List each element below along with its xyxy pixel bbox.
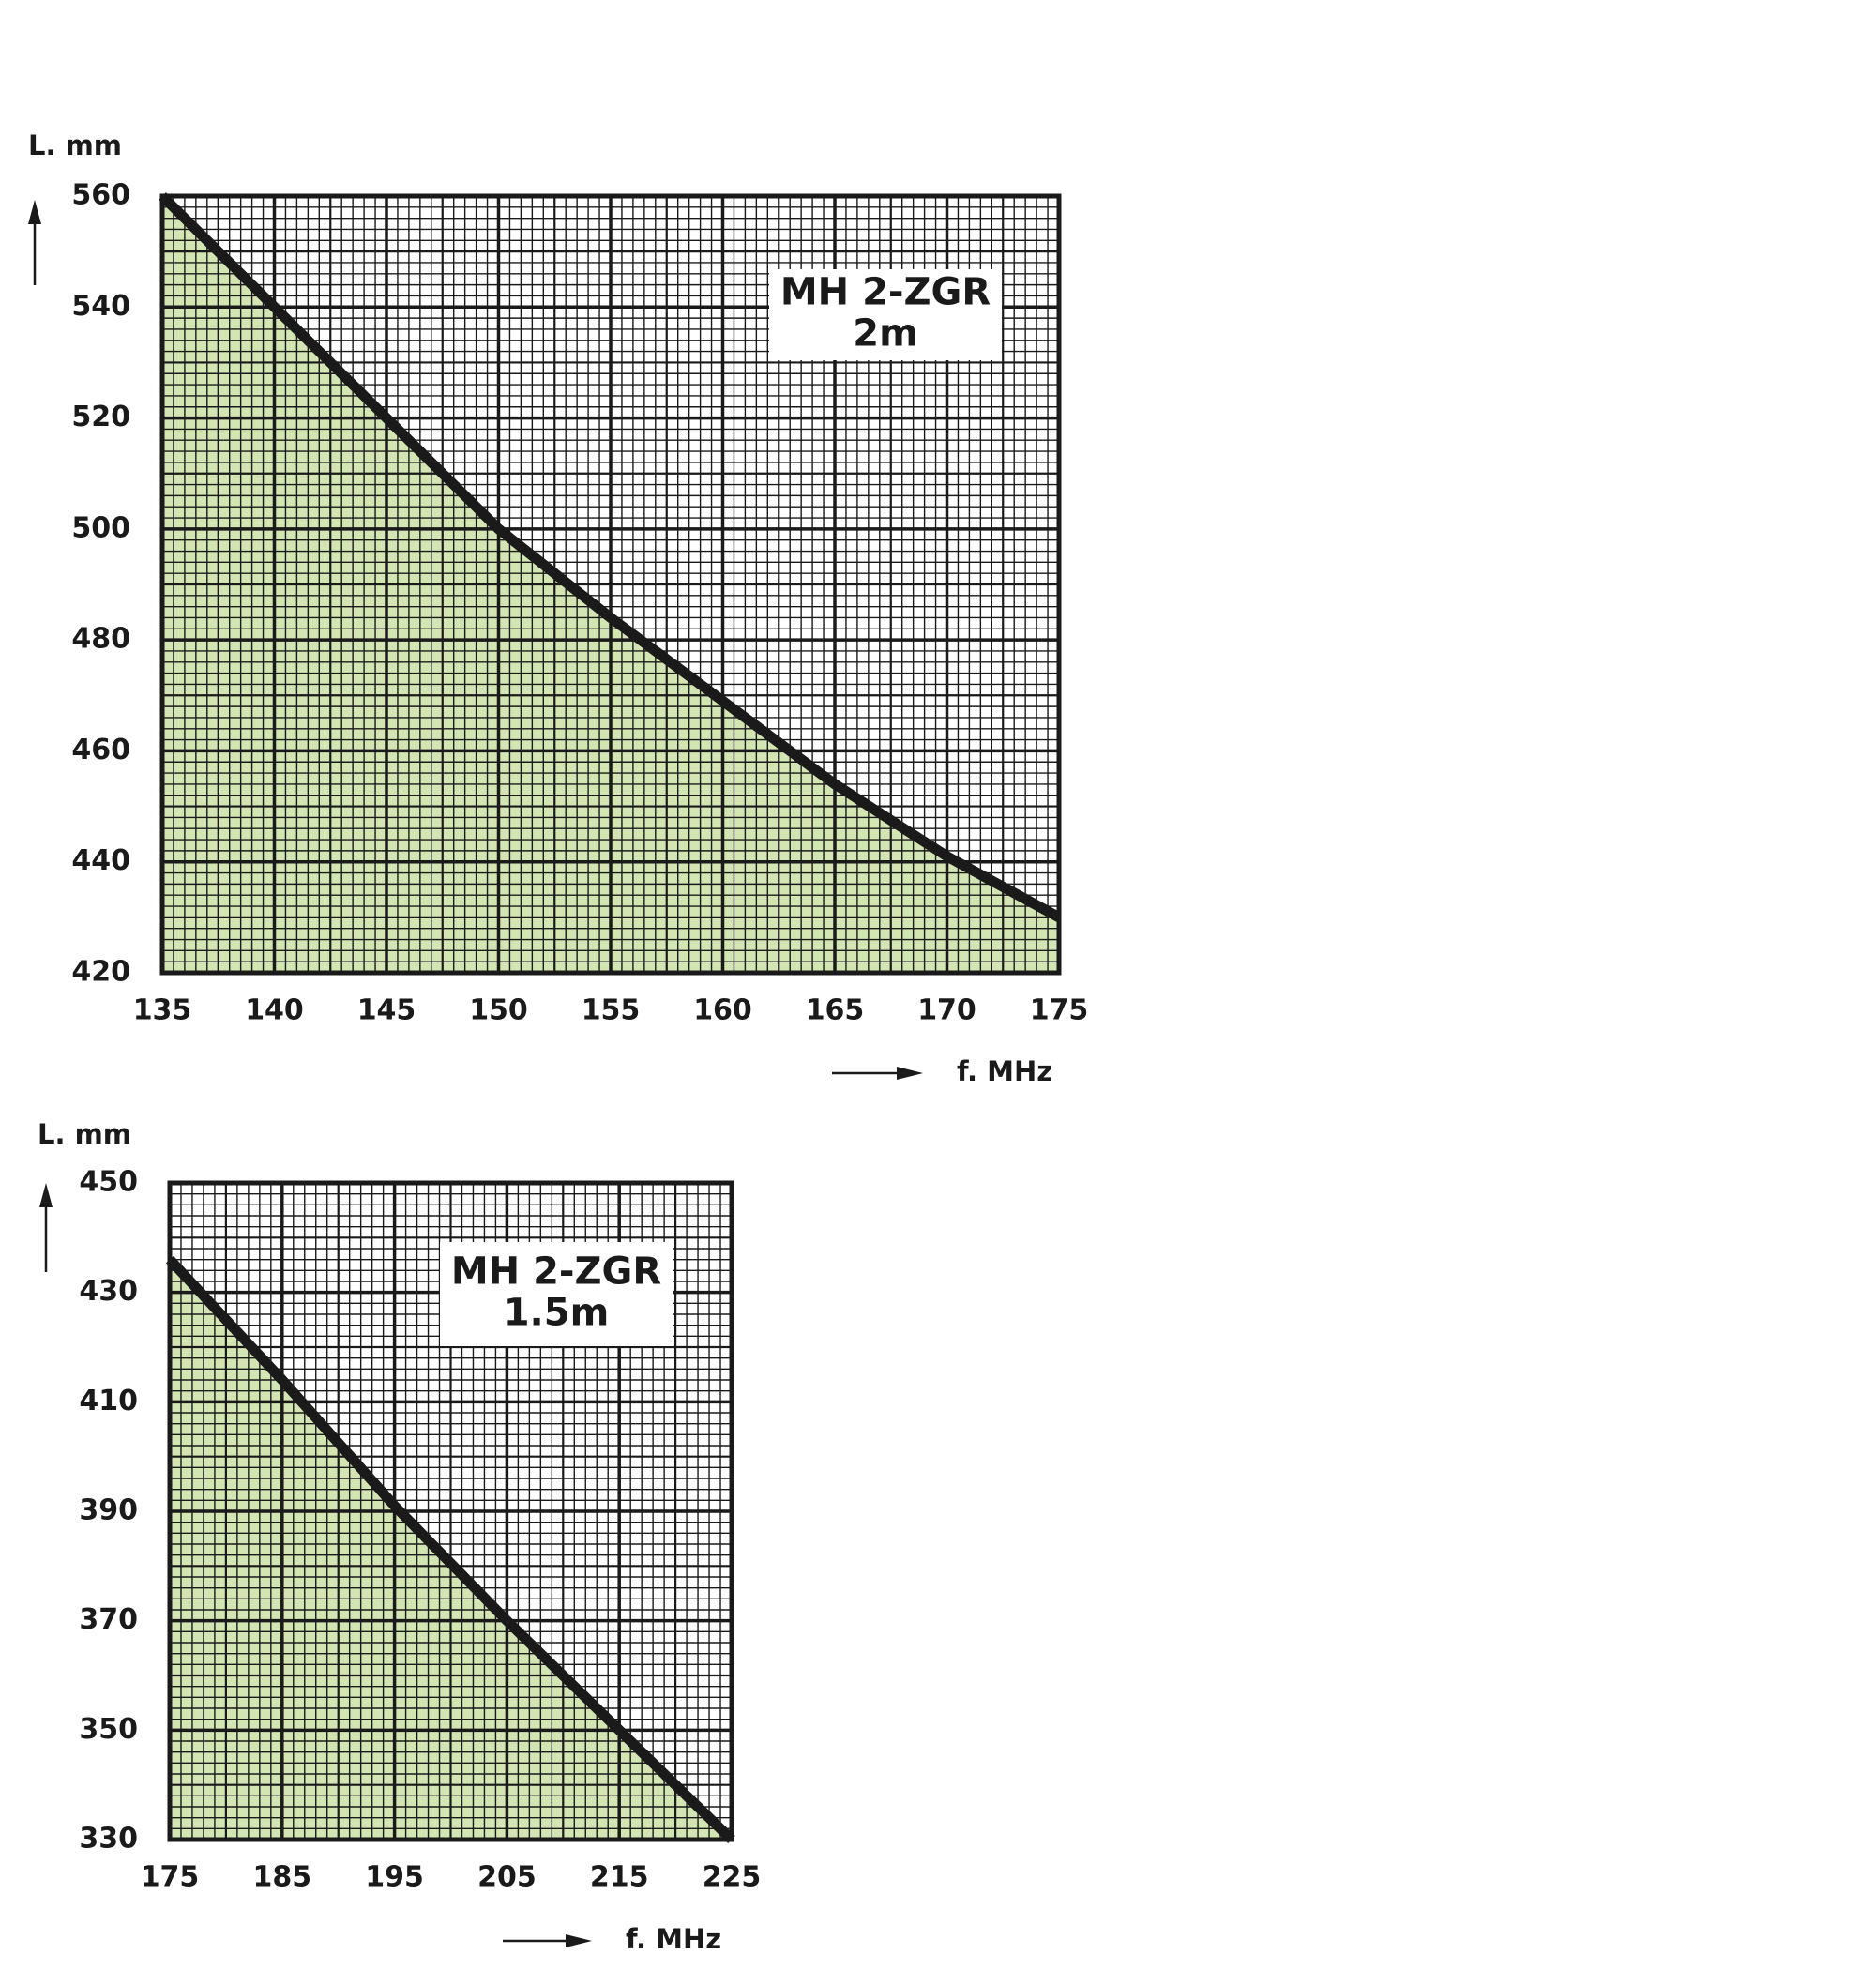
x-tick-label: 140 [245, 994, 304, 1027]
x-axis-label: f. MHz [626, 1923, 721, 1955]
x-tick-label: 215 [590, 1861, 649, 1894]
x-arrow-head [897, 1067, 923, 1080]
x-tick-label: 160 [693, 994, 752, 1027]
x-tick-label: 165 [806, 994, 865, 1027]
y-tick-label: 430 [79, 1275, 138, 1308]
x-tick-label: 135 [133, 994, 192, 1027]
x-tick-label: 185 [252, 1861, 311, 1894]
x-arrow-head [566, 1934, 592, 1947]
y-tick-label: 560 [71, 179, 130, 212]
x-tick-label: 225 [703, 1861, 762, 1894]
curve [159, 192, 1062, 922]
plot-frame [159, 193, 1062, 976]
curve [165, 1255, 735, 1843]
plot-frame [167, 1180, 734, 1842]
y-tick-label: 480 [71, 623, 130, 656]
y-tick-label: 420 [71, 956, 130, 989]
y-tick-label: 330 [79, 1823, 138, 1856]
y-tick-label: 460 [71, 734, 130, 766]
x-tick-label: 175 [1030, 994, 1089, 1027]
y-arrow-head [39, 1183, 53, 1207]
annotation: MH 2-ZGR [451, 1250, 661, 1294]
y-tick-label: 540 [71, 290, 130, 323]
y-tick-label: 350 [79, 1713, 138, 1746]
y-tick-label: 520 [71, 401, 130, 433]
annotation: MH 2-ZGR [780, 271, 991, 314]
annotation-box [440, 1242, 673, 1346]
x-tick-label: 175 [141, 1861, 200, 1894]
y-tick-label: 390 [79, 1494, 138, 1527]
annotation: 1.5m [504, 1292, 610, 1335]
x-axis-label: f. MHz [957, 1055, 1052, 1087]
x-tick-label: 195 [365, 1861, 424, 1894]
annotation-box [769, 269, 1002, 360]
x-tick-label: 155 [582, 994, 641, 1027]
annotation: 2m [853, 312, 918, 356]
y-tick-label: 410 [79, 1385, 138, 1417]
x-tick-label: 150 [469, 994, 528, 1027]
y-tick-label: 370 [79, 1603, 138, 1636]
x-tick-label: 170 [917, 994, 976, 1027]
x-tick-label: 145 [357, 994, 416, 1027]
y-axis-label: L. mm [38, 1118, 131, 1150]
y-tick-label: 450 [79, 1166, 138, 1199]
y-tick-label: 440 [71, 844, 130, 877]
y-arrow-head [28, 200, 41, 224]
area [170, 1259, 732, 1840]
y-tick-label: 500 [71, 511, 130, 544]
y-axis-label: L. mm [28, 129, 122, 161]
x-tick-label: 205 [477, 1861, 537, 1894]
